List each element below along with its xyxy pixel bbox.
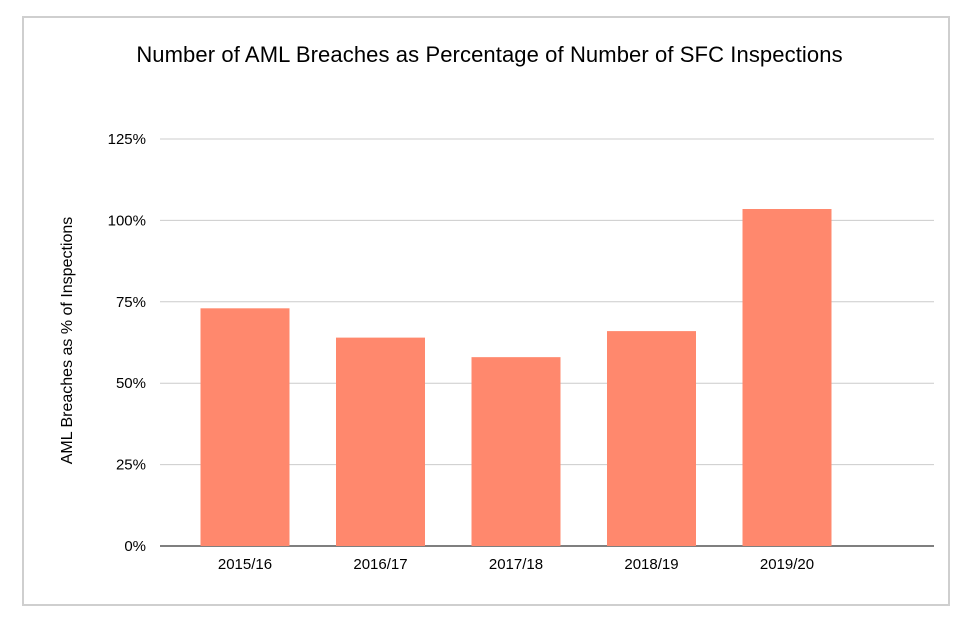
x-tick-label: 2015/16 — [218, 556, 272, 573]
y-tick-label: 75% — [116, 294, 146, 311]
bar-2018-19 — [607, 331, 696, 546]
bar-2019-20 — [742, 209, 832, 546]
y-tick-label: 125% — [108, 131, 146, 148]
x-tick-label: 2016/17 — [353, 556, 407, 573]
y-tick-label: 0% — [124, 538, 146, 555]
x-tick-label: 2018/19 — [624, 556, 678, 573]
bar-2015-16 — [200, 308, 290, 546]
x-tick-labels: 2015/16 2016/17 2017/18 2018/19 2019/20 — [218, 556, 814, 573]
x-tick-label: 2019/20 — [760, 556, 814, 573]
bar-2016-17 — [336, 337, 425, 546]
chart-title: Number of AML Breaches as Percentage of … — [136, 42, 843, 67]
y-tick-label: 25% — [116, 457, 146, 474]
bars — [200, 209, 832, 546]
bar-2017-18 — [471, 357, 561, 546]
y-tick-labels: 0% 25% 50% 75% 100% 125% — [108, 131, 146, 555]
y-tick-label: 50% — [116, 375, 146, 392]
y-axis-title: AML Breaches as % of Inspections — [59, 217, 76, 465]
x-tick-label: 2017/18 — [489, 556, 543, 573]
y-tick-label: 100% — [108, 212, 146, 229]
